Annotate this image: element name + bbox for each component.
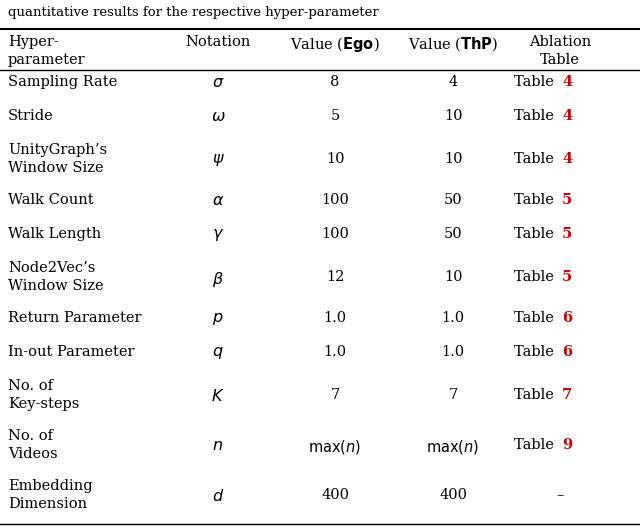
Text: 12: 12 [326, 270, 344, 284]
Text: 4: 4 [562, 75, 572, 89]
Text: No. of: No. of [8, 429, 53, 443]
Text: Notation: Notation [186, 35, 251, 49]
Text: Hyper-: Hyper- [8, 35, 59, 49]
Text: Table: Table [513, 388, 558, 402]
Text: 7: 7 [449, 388, 458, 402]
Text: 4: 4 [449, 75, 458, 89]
Text: 10: 10 [444, 109, 462, 123]
Text: $q$: $q$ [212, 345, 224, 361]
Text: Node2Vec’s: Node2Vec’s [8, 261, 95, 275]
Text: Sampling Rate: Sampling Rate [8, 75, 117, 89]
Text: 10: 10 [326, 152, 344, 166]
Text: 5: 5 [330, 109, 340, 123]
Text: In-out Parameter: In-out Parameter [8, 345, 134, 359]
Text: 9: 9 [562, 438, 572, 452]
Text: Walk Length: Walk Length [8, 227, 101, 241]
Text: 1.0: 1.0 [323, 345, 347, 359]
Text: 1.0: 1.0 [442, 311, 465, 325]
Text: Value ($\mathbf{ThP}$): Value ($\mathbf{ThP}$) [408, 35, 498, 53]
Text: Embedding: Embedding [8, 479, 93, 493]
Text: Videos: Videos [8, 447, 58, 461]
Text: $\sigma$: $\sigma$ [212, 75, 224, 90]
Text: Table: Table [513, 193, 558, 207]
Text: Key-steps: Key-steps [8, 397, 79, 411]
Text: 4: 4 [562, 109, 572, 123]
Text: Table: Table [540, 53, 580, 67]
Text: 400: 400 [439, 488, 467, 502]
Text: 5: 5 [562, 227, 572, 241]
Text: 6: 6 [562, 345, 572, 359]
Text: 5: 5 [562, 193, 572, 207]
Text: $\beta$: $\beta$ [212, 270, 224, 289]
Text: 50: 50 [444, 193, 462, 207]
Text: 10: 10 [444, 270, 462, 284]
Text: Value ($\mathbf{Ego}$): Value ($\mathbf{Ego}$) [290, 35, 380, 54]
Text: $\omega$: $\omega$ [211, 109, 225, 124]
Text: 400: 400 [321, 488, 349, 502]
Text: 7: 7 [330, 388, 340, 402]
Text: 10: 10 [444, 152, 462, 166]
Text: Walk Count: Walk Count [8, 193, 93, 207]
Text: quantitative results for the respective hyper-parameter: quantitative results for the respective … [8, 6, 379, 19]
Text: Table: Table [513, 438, 558, 452]
Text: UnityGraph’s: UnityGraph’s [8, 143, 107, 157]
Text: $p$: $p$ [212, 311, 224, 327]
Text: Table: Table [513, 311, 558, 325]
Text: Table: Table [513, 227, 558, 241]
Text: $K$: $K$ [211, 388, 225, 404]
Text: Stride: Stride [8, 109, 54, 123]
Text: Table: Table [513, 152, 558, 166]
Text: $\alpha$: $\alpha$ [212, 193, 224, 208]
Text: 1.0: 1.0 [323, 311, 347, 325]
Text: –: – [556, 488, 564, 502]
Text: 100: 100 [321, 193, 349, 207]
Text: $\max(n)$: $\max(n)$ [426, 438, 479, 456]
Text: 7: 7 [562, 388, 572, 402]
Text: $\psi$: $\psi$ [212, 152, 225, 168]
Text: 4: 4 [562, 152, 572, 166]
Text: Window Size: Window Size [8, 161, 104, 175]
Text: Ablation: Ablation [529, 35, 591, 49]
Text: Table: Table [513, 270, 558, 284]
Text: 100: 100 [321, 227, 349, 241]
Text: $\gamma$: $\gamma$ [212, 227, 224, 243]
Text: parameter: parameter [8, 53, 86, 67]
Text: 8: 8 [330, 75, 340, 89]
Text: $n$: $n$ [212, 438, 223, 453]
Text: 5: 5 [562, 270, 572, 284]
Text: 1.0: 1.0 [442, 345, 465, 359]
Text: $d$: $d$ [212, 488, 224, 504]
Text: Table: Table [513, 109, 558, 123]
Text: No. of: No. of [8, 379, 53, 393]
Text: Return Parameter: Return Parameter [8, 311, 141, 325]
Text: $\max(n)$: $\max(n)$ [308, 438, 362, 456]
Text: Table: Table [513, 345, 558, 359]
Text: Window Size: Window Size [8, 279, 104, 293]
Text: 50: 50 [444, 227, 462, 241]
Text: Table: Table [513, 75, 558, 89]
Text: Dimension: Dimension [8, 497, 87, 511]
Text: 6: 6 [562, 311, 572, 325]
